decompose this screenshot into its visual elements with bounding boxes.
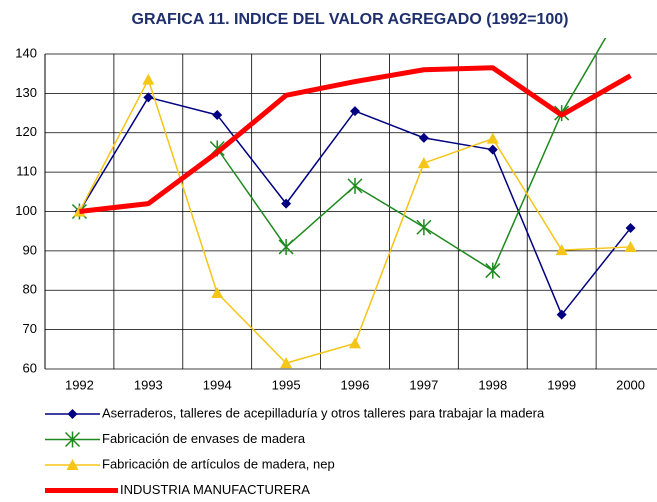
plot — [71, 0, 638, 369]
marker — [280, 357, 293, 369]
chart-title: GRAFICA 11. INDICE DEL VALOR AGREGADO (1… — [132, 11, 569, 28]
y-tick-label: 130 — [15, 85, 37, 100]
y-tick-label: 70 — [23, 321, 37, 336]
marker — [555, 244, 568, 256]
marker — [556, 309, 567, 320]
x-tick-label: 1995 — [272, 377, 301, 392]
marker — [350, 106, 360, 117]
legend-label: Fabricación de artículos de madera, nep — [102, 456, 335, 471]
marker — [143, 92, 154, 103]
y-tick-label: 140 — [15, 45, 37, 60]
marker — [347, 177, 363, 194]
marker — [66, 459, 79, 470]
marker — [64, 431, 81, 448]
x-tick-label: 1993 — [134, 377, 163, 392]
marker — [486, 132, 499, 144]
x-tick-label: 1992 — [65, 377, 94, 392]
marker — [142, 73, 155, 85]
marker — [278, 238, 294, 255]
series-line — [78, 78, 631, 364]
marker — [487, 144, 498, 155]
legend-label: Aserraderos, talleres de acepilladuría y… — [102, 405, 545, 420]
marker — [624, 0, 638, 3]
y-tick-label: 60 — [23, 360, 37, 375]
marker — [349, 337, 361, 349]
x-tick-label: 1998 — [478, 377, 507, 392]
marker — [624, 240, 637, 252]
marker — [417, 157, 430, 169]
marker — [418, 132, 429, 143]
legend-label: Fabricación de envases de madera — [102, 431, 306, 446]
marker — [281, 198, 292, 209]
marker — [416, 219, 432, 236]
labels: 60 70 80 90 100 110 120 130 140 1992 1993 1994 1995 1… — [15, 45, 645, 497]
y-tick-label: 90 — [23, 242, 37, 257]
x-tick-label: 1996 — [341, 377, 370, 392]
y-tick-label: 80 — [23, 282, 37, 297]
x-tick-label: 1994 — [203, 377, 232, 392]
series-line — [78, 96, 632, 316]
marker — [625, 223, 636, 234]
marker — [485, 262, 501, 279]
x-tick-label: 2000 — [616, 377, 645, 392]
grid — [44, 53, 657, 370]
series-line — [79, 65, 632, 214]
x-tick-label: 1999 — [547, 377, 576, 392]
marker — [212, 110, 223, 121]
y-tick-label: 110 — [16, 164, 37, 179]
x-tick-label: 1997 — [409, 377, 438, 392]
y-tick-label: 120 — [15, 124, 37, 139]
marker — [211, 287, 224, 299]
legend-label: INDUSTRIA MANUFACTURERA — [120, 482, 310, 497]
marker — [67, 409, 78, 419]
y-tick-label: 100 — [15, 203, 37, 218]
